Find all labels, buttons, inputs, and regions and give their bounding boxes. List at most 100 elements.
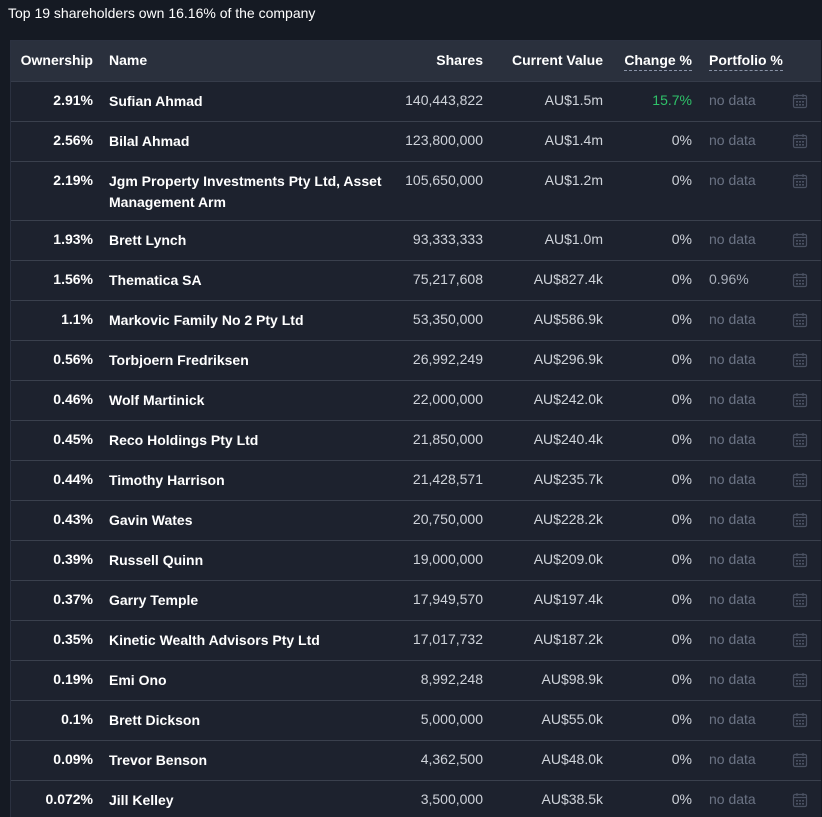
shareholder-name[interactable]: Brett Lynch: [109, 232, 187, 248]
calendar-icon[interactable]: [792, 392, 808, 408]
calendar-icon[interactable]: [792, 792, 808, 808]
calendar-icon[interactable]: [792, 632, 808, 648]
column-header-current-value[interactable]: Current Value: [511, 52, 603, 68]
calendar-icon[interactable]: [792, 432, 808, 448]
table-row[interactable]: 0.39% Russell Quinn 19,000,000 AU$209.0k 0% n…: [11, 541, 821, 581]
shares-cell: 123,800,000: [405, 132, 483, 148]
table-row[interactable]: 0.19% Emi Ono 8,992,248 AU$98.9k 0% no data: [11, 661, 821, 701]
table-row[interactable]: 2.19% Jgm Property Investments Pty Ltd, A…: [11, 162, 821, 221]
shareholder-name[interactable]: Gavin Wates: [109, 512, 193, 528]
column-header-portfolio[interactable]: Portfolio %: [709, 52, 783, 71]
shareholder-name[interactable]: Wolf Martinick: [109, 392, 205, 408]
ownership-cell: 0.09%: [53, 751, 93, 767]
change-cell: 0%: [671, 271, 692, 287]
table-row[interactable]: 1.56% Thematica SA 75,217,608 AU$827.4k 0% 0.…: [11, 261, 821, 301]
table-row[interactable]: 0.46% Wolf Martinick 22,000,000 AU$242.0k 0%…: [11, 381, 821, 421]
column-header-shares[interactable]: Shares: [436, 52, 483, 68]
portfolio-cell: no data: [709, 92, 756, 108]
ownership-cell: 0.072%: [45, 791, 93, 807]
calendar-icon[interactable]: [792, 472, 808, 488]
shareholder-name[interactable]: Trevor Benson: [109, 752, 208, 768]
shareholder-name[interactable]: Timothy Harrison: [109, 472, 225, 488]
ownership-summary: Top 19 shareholders own 16.16% of the co…: [8, 5, 316, 21]
calendar-icon[interactable]: [792, 552, 808, 568]
calendar-icon[interactable]: [792, 232, 808, 248]
calendar-icon[interactable]: [792, 93, 808, 109]
change-cell: 0%: [671, 311, 692, 327]
shares-cell: 21,850,000: [412, 431, 483, 447]
table-row[interactable]: 0.56% Torbjoern Fredriksen 26,992,249 AU$29…: [11, 341, 821, 381]
shareholder-name[interactable]: Garry Temple: [109, 592, 199, 608]
calendar-icon[interactable]: [792, 173, 808, 189]
shareholder-name[interactable]: Kinetic Wealth Advisors Pty Ltd: [109, 632, 320, 648]
table-row[interactable]: 1.1% Markovic Family No 2 Pty Ltd 53,350,0…: [11, 301, 821, 341]
shares-cell: 5,000,000: [420, 711, 483, 727]
ownership-cell: 0.19%: [53, 671, 93, 687]
table-row[interactable]: 0.35% Kinetic Wealth Advisors Pty Ltd 17,0…: [11, 621, 821, 661]
shareholder-name[interactable]: Bilal Ahmad: [109, 133, 190, 149]
portfolio-cell: no data: [709, 591, 756, 607]
current-value-cell: AU$1.4m: [544, 132, 603, 148]
calendar-icon[interactable]: [792, 512, 808, 528]
table-row[interactable]: 0.43% Gavin Wates 20,750,000 AU$228.2k 0% no …: [11, 501, 821, 541]
current-value-cell: AU$1.0m: [544, 231, 603, 247]
shareholder-name[interactable]: Markovic Family No 2 Pty Ltd: [109, 312, 304, 328]
calendar-icon[interactable]: [792, 592, 808, 608]
change-cell: 0%: [671, 791, 692, 807]
calendar-icon[interactable]: [792, 133, 808, 149]
shares-cell: 17,949,570: [412, 591, 483, 607]
column-header-ownership[interactable]: Ownership: [20, 52, 93, 68]
shares-cell: 17,017,732: [412, 631, 483, 647]
shares-cell: 26,992,249: [412, 351, 483, 367]
current-value-cell: AU$98.9k: [541, 671, 603, 687]
portfolio-cell: no data: [709, 172, 756, 188]
shareholder-name[interactable]: Russell Quinn: [109, 552, 204, 568]
portfolio-cell: 0.96%: [709, 271, 749, 287]
current-value-cell: AU$235.7k: [533, 471, 603, 487]
ownership-cell: 0.46%: [53, 391, 93, 407]
shareholder-name[interactable]: Reco Holdings Pty Ltd: [109, 432, 259, 448]
table-row[interactable]: 0.45% Reco Holdings Pty Ltd 21,850,000 AU$2…: [11, 421, 821, 461]
column-header-name[interactable]: Name: [109, 52, 148, 68]
change-cell: 0%: [671, 751, 692, 767]
shareholder-name[interactable]: Sufian Ahmad: [109, 93, 203, 109]
current-value-cell: AU$197.4k: [533, 591, 603, 607]
ownership-cell: 0.37%: [53, 591, 93, 607]
calendar-icon[interactable]: [792, 712, 808, 728]
table-row[interactable]: 2.56% Bilal Ahmad 123,800,000 AU$1.4m 0% no d…: [11, 122, 821, 162]
table-row[interactable]: 0.072% Jill Kelley 3,500,000 AU$38.5k 0% no d…: [11, 781, 821, 817]
current-value-cell: AU$48.0k: [541, 751, 603, 767]
table-row[interactable]: 0.37% Garry Temple 17,949,570 AU$197.4k 0% no…: [11, 581, 821, 621]
shares-cell: 22,000,000: [412, 391, 483, 407]
table-row[interactable]: 0.44% Timothy Harrison 21,428,571 AU$235.7k…: [11, 461, 821, 501]
table-row[interactable]: 1.93% Brett Lynch 93,333,333 AU$1.0m 0% no da…: [11, 221, 821, 261]
table-row[interactable]: 0.09% Trevor Benson 4,362,500 AU$48.0k 0% no …: [11, 741, 821, 781]
portfolio-cell: no data: [709, 791, 756, 807]
shareholder-name[interactable]: Thematica SA: [109, 272, 202, 288]
shares-cell: 75,217,608: [412, 271, 483, 287]
calendar-icon[interactable]: [792, 312, 808, 328]
ownership-cell: 1.1%: [61, 311, 93, 327]
portfolio-cell: no data: [709, 391, 756, 407]
ownership-cell: 0.45%: [53, 431, 93, 447]
shareholder-name[interactable]: Emi Ono: [109, 672, 167, 688]
change-cell: 0%: [671, 511, 692, 527]
ownership-cell: 2.56%: [53, 132, 93, 148]
calendar-icon[interactable]: [792, 752, 808, 768]
calendar-icon[interactable]: [792, 672, 808, 688]
shares-cell: 19,000,000: [412, 551, 483, 567]
shareholder-name[interactable]: Jgm Property Investments Pty Ltd, Asset …: [109, 173, 382, 210]
calendar-icon[interactable]: [792, 272, 808, 288]
portfolio-cell: no data: [709, 671, 756, 687]
change-cell: 0%: [671, 471, 692, 487]
portfolio-cell: no data: [709, 132, 756, 148]
shareholder-name[interactable]: Brett Dickson: [109, 712, 201, 728]
shareholder-name[interactable]: Jill Kelley: [109, 792, 174, 808]
table-row[interactable]: 2.91% Sufian Ahmad 140,443,822 AU$1.5m 15.7%…: [11, 82, 821, 122]
table-row[interactable]: 0.1% Brett Dickson 5,000,000 AU$55.0k 0% no d…: [11, 701, 821, 741]
calendar-icon[interactable]: [792, 352, 808, 368]
column-header-change[interactable]: Change %: [624, 52, 692, 71]
shareholder-name[interactable]: Torbjoern Fredriksen: [109, 352, 249, 368]
ownership-cell: 0.43%: [53, 511, 93, 527]
portfolio-cell: no data: [709, 511, 756, 527]
